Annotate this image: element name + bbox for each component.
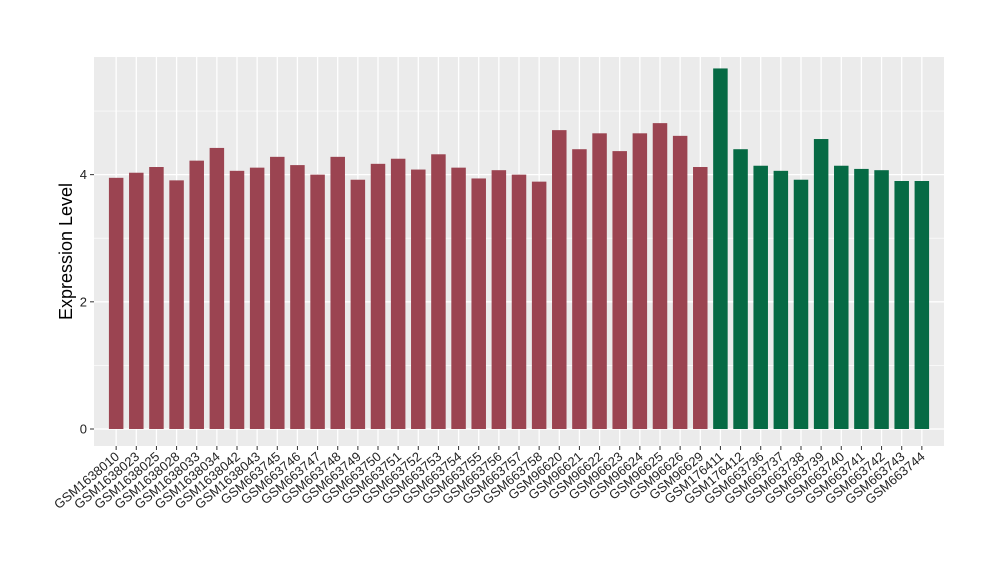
- x-axis: GSM1638010GSM1638023GSM1638025GSM1638028…: [51, 446, 928, 512]
- bar-GSM96625: [652, 123, 668, 429]
- bar-GSM663758: [531, 181, 547, 429]
- bar-GSM663749: [350, 179, 366, 429]
- bar-GSM1638043: [249, 167, 265, 429]
- bar-GSM96626: [672, 135, 688, 429]
- bar-GSM1638034: [209, 147, 225, 429]
- bar-GSM1638010: [108, 177, 124, 429]
- bar-GSM96622: [592, 133, 607, 429]
- bar-GSM663739: [813, 139, 829, 429]
- y-tick-label: 2: [80, 294, 87, 309]
- bar-GSM663756: [491, 170, 507, 429]
- bar-GSM663750: [370, 163, 386, 429]
- bar-GSM663754: [451, 167, 466, 429]
- bar-GSM663745: [270, 156, 285, 429]
- bar-GSM663747: [310, 174, 325, 429]
- bar-GSM663744: [914, 181, 930, 429]
- bar-GSM663743: [894, 181, 909, 429]
- bar-GSM663751: [390, 158, 406, 430]
- y-axis-title: Expression Level: [56, 183, 76, 320]
- bar-GSM96620: [552, 130, 567, 429]
- bar-GSM96629: [693, 167, 708, 429]
- bar-GSM663746: [290, 165, 305, 429]
- bar-GSM663742: [874, 170, 889, 429]
- bar-GSM663736: [753, 165, 768, 430]
- bar-GSM176412: [733, 149, 748, 429]
- bar-GSM1638025: [149, 167, 164, 429]
- bar-GSM1638023: [129, 172, 144, 430]
- bar-GSM96624: [632, 133, 648, 429]
- bar-GSM1638033: [189, 160, 204, 429]
- bar-GSM663757: [511, 174, 527, 429]
- y-tick-label: 4: [80, 167, 87, 182]
- bar-GSM96621: [572, 149, 587, 429]
- bar-GSM663738: [793, 179, 809, 429]
- bar-GSM663748: [330, 156, 345, 429]
- bar-GSM176411: [713, 68, 728, 429]
- bar-GSM663752: [411, 169, 426, 430]
- bar-GSM663753: [431, 154, 446, 430]
- y-tick-label: 0: [80, 422, 87, 437]
- bar-GSM96623: [612, 151, 627, 430]
- bar-GSM663740: [834, 165, 849, 430]
- bar-GSM1638028: [169, 180, 184, 429]
- bar-GSM663741: [854, 168, 869, 430]
- y-axis: 0 2 4: [80, 167, 94, 437]
- bar-GSM1638042: [229, 170, 245, 429]
- bars: [108, 68, 930, 430]
- bar-GSM663737: [773, 170, 789, 429]
- bar-GSM663755: [471, 178, 486, 429]
